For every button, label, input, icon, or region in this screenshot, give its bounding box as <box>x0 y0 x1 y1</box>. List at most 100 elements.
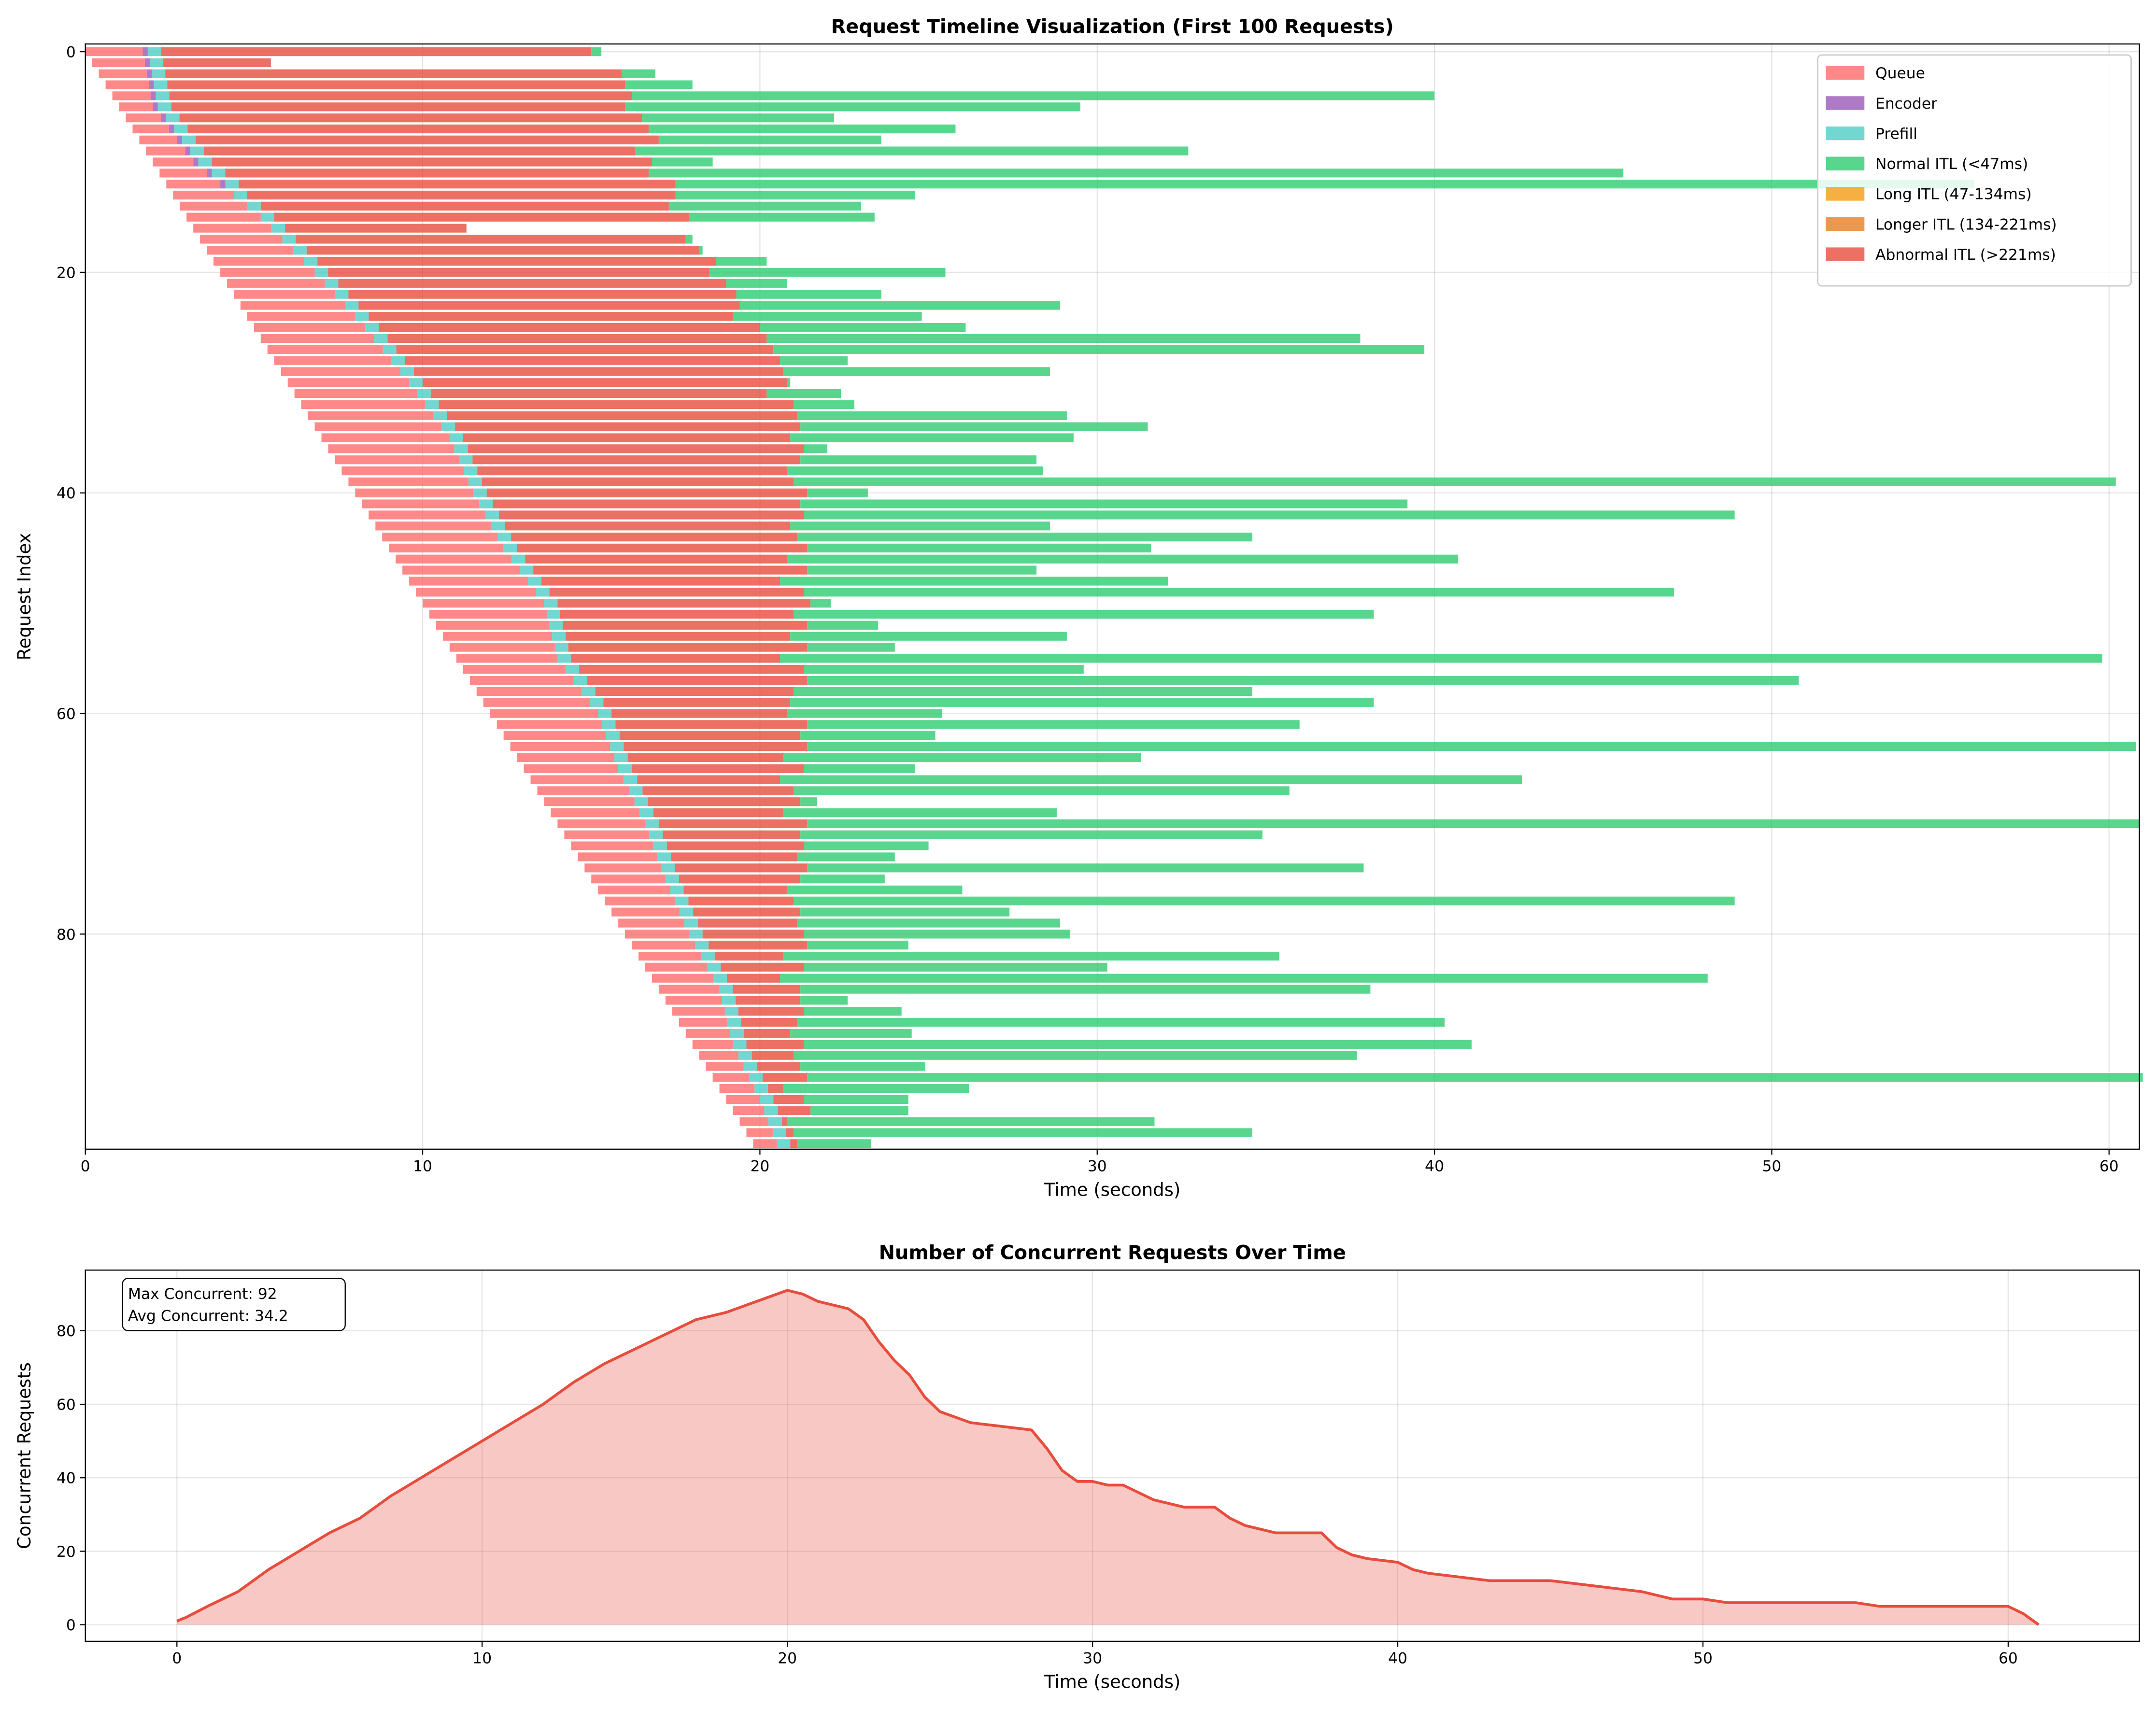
bar-segment <box>274 356 392 365</box>
y-tick-label: 20 <box>57 264 76 282</box>
bar-segment <box>780 775 1522 784</box>
bar-segment <box>282 235 296 244</box>
bar-segment <box>800 875 885 884</box>
bar-segment <box>154 80 168 89</box>
bar-segment <box>783 808 1057 818</box>
bar-segment <box>126 113 161 123</box>
bar-segment <box>146 69 152 78</box>
area-line <box>176 1289 2040 1626</box>
bar-segment <box>169 124 174 134</box>
bar-segment <box>409 577 528 586</box>
annotation: Avg Concurrent: 34.2 <box>128 1308 288 1325</box>
bar-segment <box>598 709 612 718</box>
bar-segment <box>794 477 2116 487</box>
bar-segment <box>554 643 568 652</box>
bar-segment <box>579 665 804 674</box>
legend-label: Prefill <box>1875 126 1917 143</box>
bar-segment <box>794 687 1252 696</box>
bar-segment <box>591 875 666 884</box>
bar-segment <box>726 973 780 983</box>
bar-segment <box>733 1040 747 1049</box>
y-tick-label: 80 <box>57 926 76 944</box>
bar-segment <box>379 323 760 332</box>
bar-segment <box>212 169 226 178</box>
bar-segment <box>198 157 212 167</box>
bar-segment <box>146 146 185 155</box>
bar-segment <box>810 1106 908 1115</box>
annotation: Max Concurrent: 92 <box>128 1285 277 1303</box>
bar-segment <box>794 1051 1357 1060</box>
bar-segment <box>328 268 709 277</box>
bar-segment <box>552 632 566 641</box>
bar-segment <box>563 621 808 630</box>
bar-segment <box>625 930 689 939</box>
bar-segment <box>369 312 733 321</box>
bar-segment <box>578 852 658 861</box>
bar-segment <box>641 113 835 123</box>
bar-segment <box>712 1073 750 1082</box>
bar-segment <box>247 312 355 321</box>
bar-segment <box>549 621 563 630</box>
bar-segment <box>472 455 801 465</box>
bar-segment <box>400 367 414 376</box>
bar-segment <box>383 345 397 354</box>
bar-segment <box>463 433 791 442</box>
bar-segment <box>325 279 339 288</box>
bar-segment <box>157 102 171 112</box>
bar-segment <box>203 146 636 155</box>
bar-segment <box>804 962 1107 972</box>
bar-segment <box>163 58 271 68</box>
bar-segment <box>807 941 908 950</box>
bar-segment <box>790 433 1074 442</box>
bar-segment <box>652 157 713 167</box>
bar-segment <box>439 400 794 409</box>
bar-segment <box>306 246 699 255</box>
bar-segment <box>807 676 1799 685</box>
bar-segment <box>800 1062 925 1071</box>
bar-segment <box>150 58 164 68</box>
bar-segment <box>639 808 653 818</box>
bar-segment <box>699 1051 738 1060</box>
bar-segment <box>706 1062 744 1071</box>
bar-segment <box>358 301 740 310</box>
bar-segment <box>807 863 1364 873</box>
bar-segment <box>491 522 505 531</box>
bar-segment <box>648 169 1624 178</box>
bar-segment <box>807 643 895 652</box>
area-fill <box>177 1290 2039 1625</box>
bar-segment <box>274 212 689 222</box>
bar-segment <box>653 841 667 850</box>
bar-segment <box>455 422 801 431</box>
bar-segment <box>794 609 1374 619</box>
bar-segment <box>345 301 359 310</box>
x-tick-label: 60 <box>1999 1650 2018 1667</box>
bar-segment <box>156 91 170 100</box>
bar-segment <box>693 907 801 917</box>
bar-segment <box>671 852 797 861</box>
bar-segment <box>260 201 669 211</box>
bar-segment <box>658 985 720 994</box>
bar-segment <box>714 951 784 961</box>
bar-segment <box>132 124 169 134</box>
bar-segment <box>166 180 221 189</box>
bar-segment <box>520 565 534 575</box>
chart-title: Number of Concurrent Requests Over Time <box>879 1242 1346 1264</box>
bar-segment <box>571 841 653 850</box>
bar-segment <box>560 609 794 619</box>
bar-segment <box>348 290 737 299</box>
bar-segment <box>794 1128 1252 1137</box>
bar-segment <box>557 599 811 608</box>
bar-segment <box>794 400 854 409</box>
bar-segment <box>746 1040 804 1049</box>
x-tick-label: 30 <box>1083 1650 1102 1667</box>
bar-segment <box>807 621 878 630</box>
bar-segment <box>634 797 648 806</box>
bar-segment <box>296 235 686 244</box>
bar-segment <box>180 201 247 211</box>
bar-segment <box>294 389 417 398</box>
bar-segment <box>151 91 156 100</box>
bar-segment <box>139 135 177 144</box>
bar-segment <box>800 455 1037 465</box>
bar-segment <box>800 422 1148 431</box>
